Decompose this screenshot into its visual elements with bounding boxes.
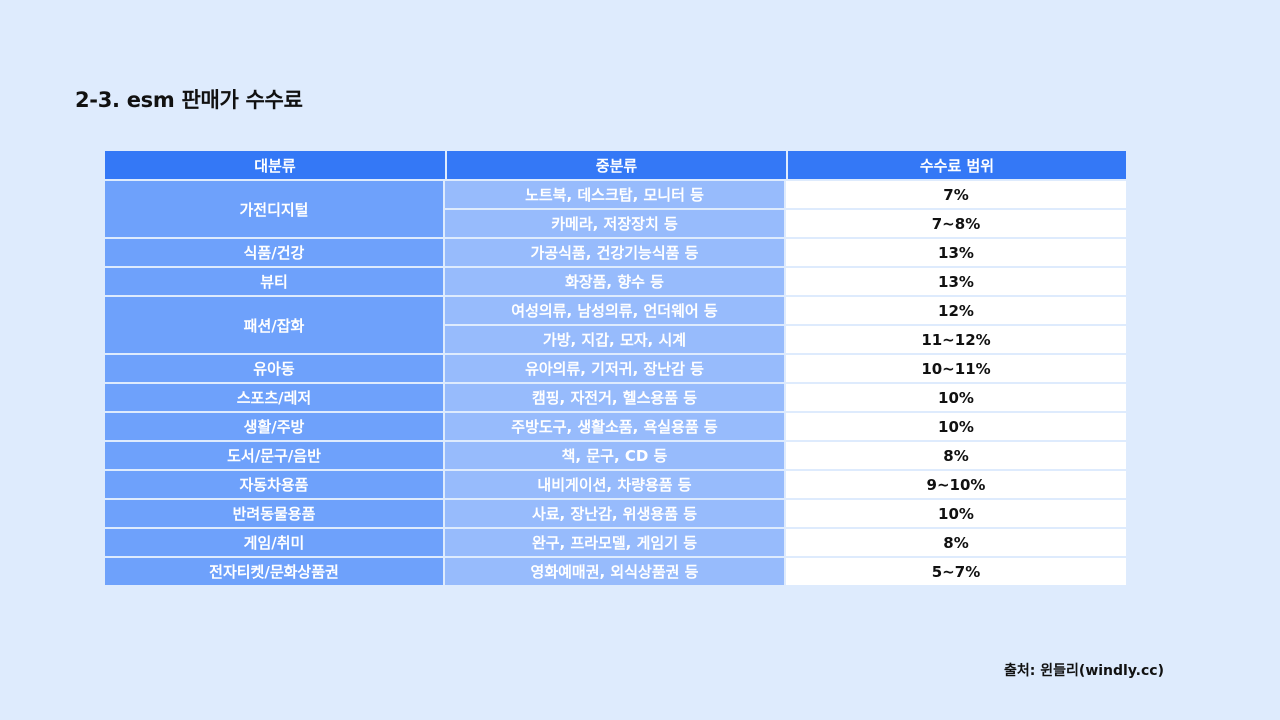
sub-category-cell: 영화예매권, 외식상품권 등 (445, 558, 786, 587)
table-row: 생활/주방 주방도구, 생활소품, 욕실용품 등 10% (105, 413, 1126, 442)
commission-table: 대분류 중분류 수수료 범위 가전디지털 노트북, 데스크탑, 모니터 등 7%… (105, 151, 1126, 587)
fee-rate-cell: 12% (786, 297, 1126, 326)
sub-category-cell: 가방, 지갑, 모자, 시계 (445, 326, 786, 355)
fee-rate-cell: 10% (786, 500, 1126, 529)
fee-rate-cell: 7~8% (786, 210, 1126, 239)
major-category-cell: 반려동물용품 (105, 500, 445, 529)
fee-rate-cell: 13% (786, 268, 1126, 297)
sub-category-cell: 사료, 장난감, 위생용품 등 (445, 500, 786, 529)
fee-rate-cell: 5~7% (786, 558, 1126, 587)
major-category-cell: 게임/취미 (105, 529, 445, 558)
sub-category-cell: 화장품, 향수 등 (445, 268, 786, 297)
major-category-cell: 유아동 (105, 355, 445, 384)
table-row: 가전디지털 노트북, 데스크탑, 모니터 등 7% (105, 181, 1126, 239)
sub-category-cell: 주방도구, 생활소품, 욕실용품 등 (445, 413, 786, 442)
sub-category-cell: 완구, 프라모델, 게임기 등 (445, 529, 786, 558)
fee-rate-cell: 13% (786, 239, 1126, 268)
table-row: 뷰티 화장품, 향수 등 13% (105, 268, 1126, 297)
table-row: 식품/건강 가공식품, 건강기능식품 등 13% (105, 239, 1126, 268)
table-row: 가방, 지갑, 모자, 시계 11~12% (105, 326, 1126, 355)
header-major-category: 대분류 (105, 151, 445, 181)
table-row: 도서/문구/음반 책, 문구, CD 등 8% (105, 442, 1126, 471)
table-row: 스포츠/레저 캠핑, 자전거, 헬스용품 등 10% (105, 384, 1126, 413)
sub-category-cell: 캠핑, 자전거, 헬스용품 등 (445, 384, 786, 413)
sub-category-cell: 내비게이션, 차량용품 등 (445, 471, 786, 500)
fee-rate-cell: 10~11% (786, 355, 1126, 384)
major-category-cell: 자동차용품 (105, 471, 445, 500)
major-category-cell: 뷰티 (105, 268, 445, 297)
header-fee-range: 수수료 범위 (786, 151, 1126, 181)
major-category-cell: 스포츠/레저 (105, 384, 445, 413)
table-row: 반려동물용품 사료, 장난감, 위생용품 등 10% (105, 500, 1126, 529)
table-row: 유아동 유아의류, 기저귀, 장난감 등 10~11% (105, 355, 1126, 384)
sub-category-cell: 여성의류, 남성의류, 언더웨어 등 (445, 297, 786, 326)
page-title: 2-3. esm 판매가 수수료 (75, 88, 303, 112)
sub-category-cell: 책, 문구, CD 등 (445, 442, 786, 471)
major-category-cell: 식품/건강 (105, 239, 445, 268)
fee-rate-cell: 9~10% (786, 471, 1126, 500)
table-row: 게임/취미 완구, 프라모델, 게임기 등 8% (105, 529, 1126, 558)
source-credit: 출처: 윈들리(windly.cc) (1004, 663, 1164, 679)
major-category-cell: 생활/주방 (105, 413, 445, 442)
table-row: 자동차용품 내비게이션, 차량용품 등 9~10% (105, 471, 1126, 500)
fee-rate-cell: 11~12% (786, 326, 1126, 355)
table-header-row: 대분류 중분류 수수료 범위 (105, 151, 1126, 181)
sub-category-cell: 유아의류, 기저귀, 장난감 등 (445, 355, 786, 384)
header-sub-category: 중분류 (445, 151, 786, 181)
table-row: 카메라, 저장장치 등 7~8% (105, 210, 1126, 239)
major-category-cell: 패션/잡화 (105, 297, 445, 355)
fee-rate-cell: 7% (786, 181, 1126, 210)
major-category-cell: 가전디지털 (105, 181, 445, 239)
sub-category-cell: 카메라, 저장장치 등 (445, 210, 786, 239)
major-category-cell: 도서/문구/음반 (105, 442, 445, 471)
fee-rate-cell: 8% (786, 442, 1126, 471)
table-row: 패션/잡화 여성의류, 남성의류, 언더웨어 등 12% (105, 297, 1126, 355)
sub-category-cell: 노트북, 데스크탑, 모니터 등 (445, 181, 786, 210)
fee-rate-cell: 8% (786, 529, 1126, 558)
fee-rate-cell: 10% (786, 384, 1126, 413)
table-row: 전자티켓/문화상품권 영화예매권, 외식상품권 등 5~7% (105, 558, 1126, 587)
sub-category-cell: 가공식품, 건강기능식품 등 (445, 239, 786, 268)
major-category-cell: 전자티켓/문화상품권 (105, 558, 445, 587)
fee-rate-cell: 10% (786, 413, 1126, 442)
